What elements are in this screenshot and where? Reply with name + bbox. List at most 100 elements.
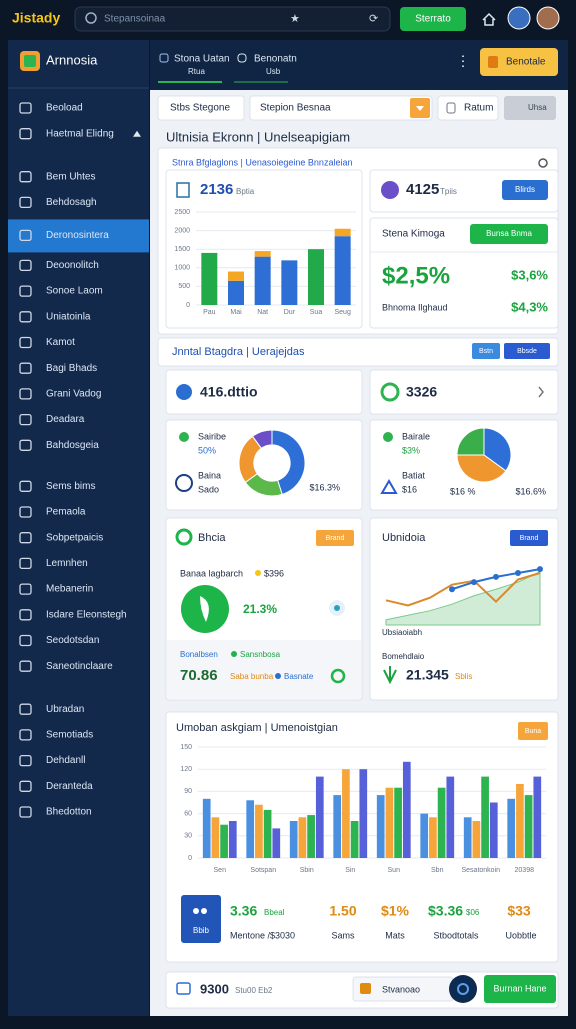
y-tick-label: 0 — [188, 855, 192, 862]
stat-label: Uobbtle — [505, 930, 536, 940]
stat-sub: $06 — [466, 908, 480, 917]
menu-item[interactable]: Deoonolitch — [46, 260, 99, 271]
avatar[interactable] — [536, 6, 560, 30]
filter-select[interactable] — [249, 95, 433, 121]
stat-value: $1% — [381, 903, 410, 919]
menu-item[interactable]: Deadara — [46, 414, 85, 425]
round-button[interactable] — [449, 975, 477, 1003]
brand: Arnnosia — [46, 52, 98, 67]
icon — [380, 382, 400, 402]
menu-item[interactable]: Mebanerin — [46, 584, 93, 595]
menu-item[interactable]: Ubradan — [46, 704, 84, 715]
menu-item[interactable]: Lemnhen — [46, 558, 88, 569]
search-icon — [85, 12, 97, 24]
menu-item[interactable]: Bagi Bhads — [46, 363, 97, 374]
filter-input[interactable] — [157, 95, 245, 121]
bar — [533, 776, 542, 858]
bar — [507, 798, 516, 858]
metric: 4125 — [406, 181, 439, 198]
bar — [429, 817, 437, 858]
tab-title[interactable]: Benonatn — [254, 54, 297, 65]
card — [165, 369, 363, 415]
menu-item[interactable]: Deronosintera — [46, 230, 109, 241]
footer-button-label: Burnan Hane — [493, 983, 546, 993]
menu-item[interactable]: Kamot — [46, 337, 75, 348]
menu-item[interactable]: Semotiads — [46, 730, 93, 741]
menu-item[interactable]: Sobpetpaicis — [46, 532, 103, 543]
menu-item[interactable]: Uniatoinla — [46, 311, 91, 322]
bar — [524, 795, 533, 858]
bar — [489, 802, 498, 858]
y-tick-label: 30 — [184, 833, 192, 840]
slice — [456, 427, 485, 456]
menu-icon — [19, 729, 32, 741]
menu-item[interactable]: Sonoe Laom — [46, 286, 103, 297]
button[interactable] — [472, 343, 500, 359]
menu-item[interactable]: Beoload — [46, 103, 83, 114]
menu-item[interactable]: Haetmal Elidng — [46, 128, 114, 139]
footer-button[interactable] — [484, 975, 556, 1003]
menu-item[interactable]: Bem Uhtes — [46, 171, 95, 182]
bar — [228, 280, 244, 305]
tag: Sblis — [455, 672, 472, 681]
footer-label: Sansnbosa — [240, 650, 281, 659]
menu-item[interactable]: Seodotsdan — [46, 635, 99, 646]
menu-item[interactable]: Behdosagh — [46, 197, 97, 208]
legend-icon — [383, 432, 393, 442]
menu-icon — [19, 311, 32, 323]
menu-item[interactable]: Grani Vadog — [46, 389, 101, 400]
menu-item[interactable]: Saneotinclaare — [46, 661, 113, 672]
menu-item[interactable]: Dehdanll — [46, 755, 85, 766]
x-tick-label: Sin — [345, 867, 355, 874]
settings-icon[interactable]: ⟳ — [369, 13, 378, 25]
tab-icon — [159, 53, 169, 63]
x-tick-label: Dur — [284, 309, 296, 316]
icon — [175, 528, 193, 546]
bar — [334, 228, 351, 237]
button-label: Brand — [326, 535, 345, 542]
button[interactable] — [470, 224, 548, 244]
brand-icon — [24, 55, 36, 67]
menu-item[interactable]: Bahdosgeia — [46, 440, 99, 451]
logo: Jistady — [12, 10, 60, 26]
caret — [133, 130, 141, 137]
menu-item[interactable]: Isdare Eleonstegh — [46, 609, 127, 620]
footer-sub: Stu00 Eb2 — [235, 986, 273, 995]
header-button[interactable] — [400, 7, 466, 31]
menu-item[interactable]: Sems bims — [46, 481, 95, 492]
menu-icon — [19, 780, 32, 792]
button[interactable] — [502, 180, 548, 200]
filter-button[interactable] — [504, 96, 556, 120]
filter-button-label: Uhsa — [528, 103, 547, 112]
menu-icon — [19, 102, 32, 114]
header-button-label: Sterrato — [415, 14, 451, 25]
button[interactable] — [518, 722, 548, 740]
star-icon[interactable]: ★ — [290, 13, 300, 25]
home-icon[interactable] — [482, 12, 496, 26]
filter-button[interactable] — [437, 95, 499, 121]
button[interactable] — [504, 343, 550, 359]
x-tick-label: Seug — [334, 309, 350, 316]
top-button[interactable] — [480, 48, 558, 76]
y-tick-label: 1500 — [174, 246, 190, 253]
bar — [263, 809, 272, 858]
menu-item[interactable]: Pemaola — [46, 507, 86, 518]
legend-icon — [175, 474, 193, 492]
x-tick-label: Sen — [214, 867, 227, 874]
menu-item[interactable]: Deranteda — [46, 781, 93, 792]
avatar[interactable] — [507, 6, 531, 30]
button[interactable] — [510, 530, 548, 546]
search-box[interactable] — [74, 6, 391, 32]
chevron[interactable] — [538, 386, 544, 398]
more-icon[interactable]: ⋮ — [456, 53, 470, 69]
icon — [176, 182, 190, 198]
bar — [516, 784, 524, 858]
menu-icon — [19, 480, 32, 492]
button[interactable] — [316, 530, 354, 546]
menu-item[interactable]: Bhedotton — [46, 807, 92, 818]
stat-box-label: Bbib — [193, 926, 210, 935]
icon — [383, 666, 397, 685]
menu-icon — [19, 754, 32, 767]
icon — [176, 982, 191, 995]
tab-title[interactable]: Stona Uatan — [174, 54, 230, 65]
